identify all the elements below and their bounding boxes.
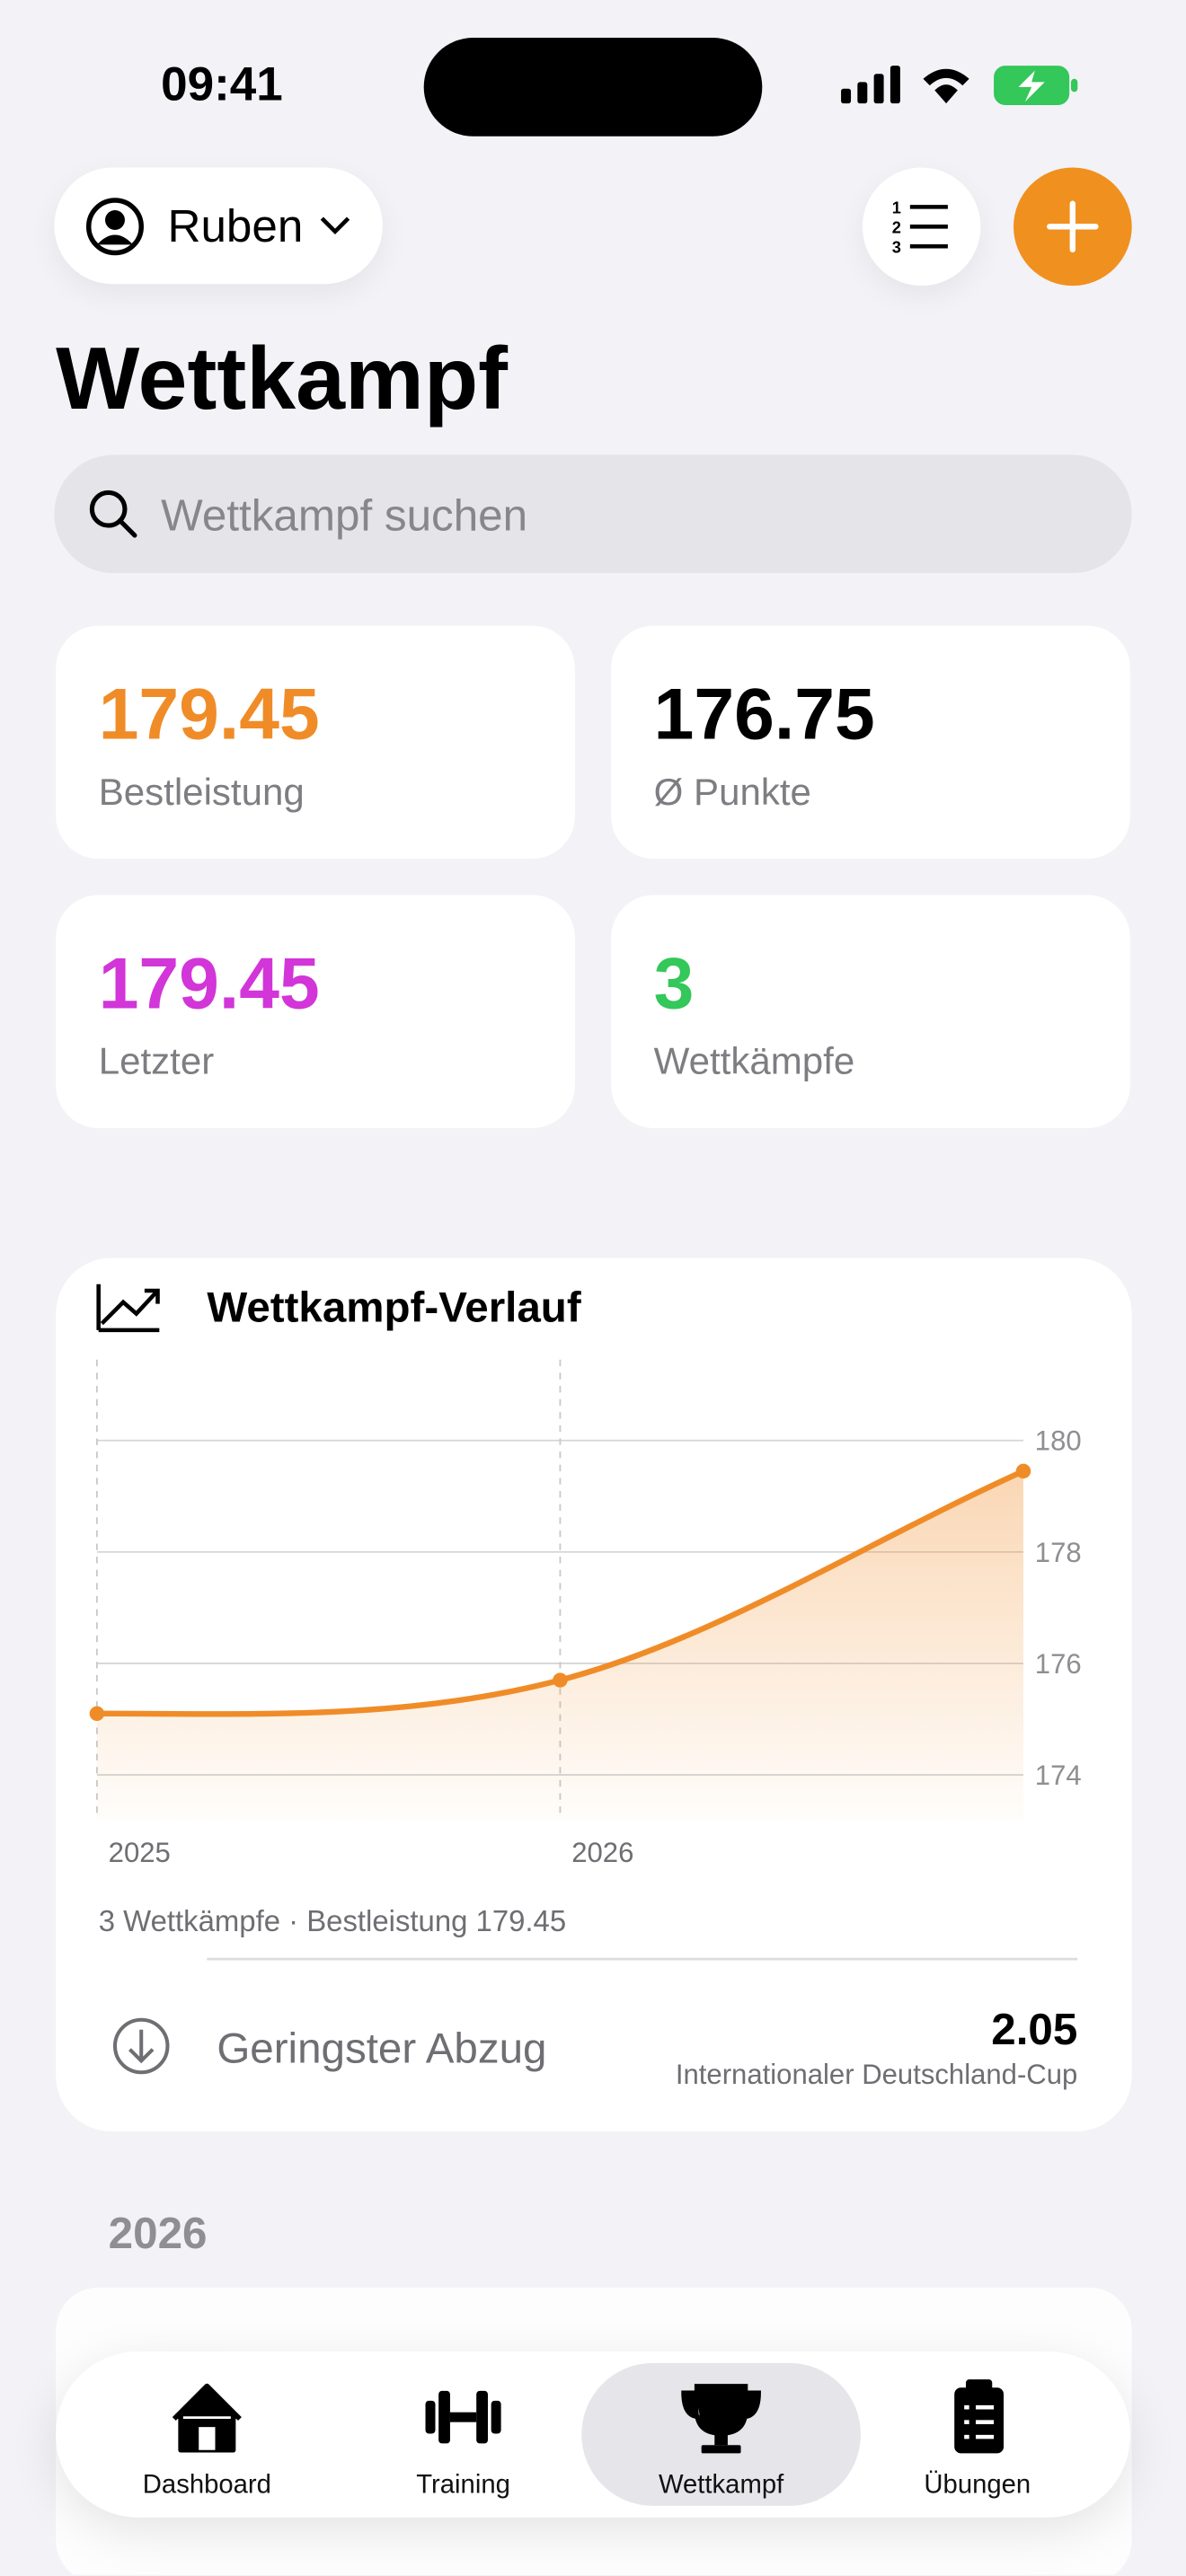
stat-card: 179.45 Letzter <box>56 895 575 1129</box>
tab-label[interactable]: Dashboard <box>142 2471 271 2500</box>
stat-value: 3 <box>653 944 695 1025</box>
deduction-icon <box>112 2017 170 2075</box>
deduction-arrow <box>128 2029 155 2064</box>
x-tick-label: 2026 <box>571 1837 633 1868</box>
stat-label: Letzter <box>98 1039 215 1082</box>
add-button[interactable] <box>1013 167 1132 287</box>
stat-card: 3 Wettkämpfe <box>611 895 1130 1129</box>
chart: Wettkampf-Verlauf 3 Wettkämpfe · Bestlei… <box>89 1284 1082 2090</box>
tab-icons <box>172 2379 1005 2454</box>
svg-text:2: 2 <box>892 218 901 237</box>
deduction-label: Geringster Abzug <box>217 2025 546 2072</box>
user-icon <box>85 198 144 256</box>
svg-text:3: 3 <box>892 238 901 257</box>
point <box>1015 1463 1031 1479</box>
stat-label: Wettkämpfe <box>653 1039 855 1082</box>
chart-title: Wettkampf-Verlauf <box>207 1284 580 1332</box>
search-field[interactable]: Wettkampf suchen <box>54 454 1132 574</box>
list-icon: 123 <box>892 198 948 257</box>
user-menu[interactable]: Ruben <box>54 167 383 285</box>
svg-text:1: 1 <box>892 198 901 217</box>
chart-footer: 3 Wettkämpfe · Bestleistung 179.45 <box>99 1904 566 1937</box>
stat-value: 176.75 <box>653 675 875 755</box>
stat-label: Ø Punkte <box>653 770 811 813</box>
deduction-competition: Internationaler Deutschland-Cup <box>676 2059 1077 2090</box>
y-tick-label: 174 <box>1035 1760 1082 1791</box>
stat-value: 179.45 <box>98 944 320 1025</box>
plus-icon <box>1047 200 1099 253</box>
y-tick-label: 176 <box>1035 1648 1082 1680</box>
tab-label[interactable]: Übungen <box>924 2471 1031 2500</box>
section-header: 2026 <box>108 2208 208 2258</box>
y-tick-label: 180 <box>1035 1425 1082 1457</box>
tab-label[interactable]: Training <box>416 2471 510 2500</box>
status-icons <box>841 66 1078 106</box>
search-icon <box>89 490 137 538</box>
page-title: Wettkampf <box>56 330 509 429</box>
x-tick-label: 2025 <box>109 1837 171 1868</box>
dynamic-island <box>423 38 763 137</box>
search-placeholder: Wettkampf suchen <box>161 490 528 541</box>
point <box>553 1672 568 1688</box>
stat-label: Bestleistung <box>98 770 305 813</box>
user-name: Ruben <box>167 200 304 251</box>
deduction-value: 2.05 <box>991 2005 1077 2054</box>
stat-card: 176.75 Ø Punkte <box>611 625 1130 860</box>
chart-icon <box>96 1284 160 1333</box>
area <box>96 1470 1023 1820</box>
point <box>89 1706 105 1722</box>
y-tick-label: 178 <box>1035 1537 1082 1568</box>
tab-label[interactable]: Wettkampf <box>658 2471 784 2500</box>
stat-value: 179.45 <box>98 675 320 755</box>
stat-card: 179.45 Bestleistung <box>56 625 575 860</box>
status-time: 09:41 <box>161 58 283 112</box>
chevron <box>320 216 350 235</box>
